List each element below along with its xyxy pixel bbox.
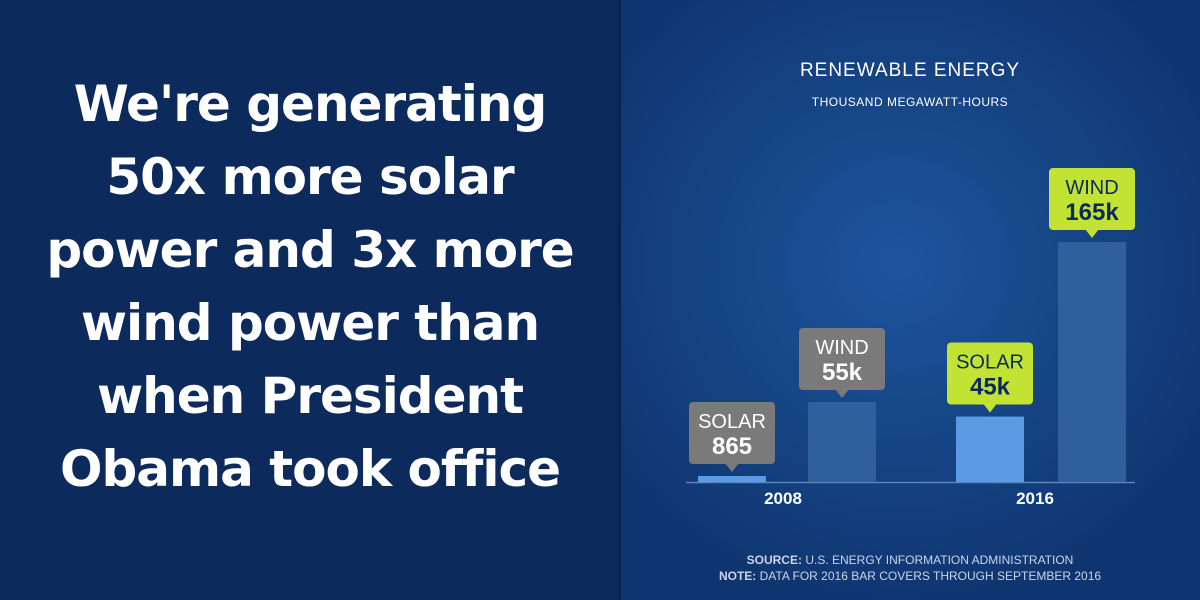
note-text: DATA FOR 2016 BAR COVERS THROUGH SEPTEMB…	[759, 569, 1102, 583]
callout-pointer-solar-2008	[725, 463, 739, 472]
callout-value-label: 865	[712, 433, 752, 460]
callout-value-label: 165k	[1065, 199, 1119, 226]
source-note: SOURCE: U.S. ENERGY INFORMATION ADMINIST…	[620, 552, 1200, 584]
callout-wind-2016	[1049, 168, 1135, 230]
chart-title: RENEWABLE ENERGY	[799, 60, 1021, 81]
callout-solar-2016	[947, 342, 1033, 405]
bar-solar-2008	[698, 476, 766, 482]
callout-wind-2008	[799, 328, 885, 390]
callout-series-label: SOLAR	[698, 411, 766, 433]
x-tick-label: 2016	[1016, 489, 1054, 508]
chart-subtitle: THOUSAND MEGAWATT-HOURS	[811, 95, 1009, 109]
bar-wind-2008	[808, 402, 876, 482]
note-line: NOTE: DATA FOR 2016 BAR COVERS THROUGH S…	[620, 568, 1200, 584]
x-tick-label: 2008	[764, 489, 802, 508]
bar-wind-2016	[1058, 242, 1126, 482]
callout-pointer-wind-2016	[1085, 229, 1099, 238]
callout-series-label: WIND	[1065, 177, 1118, 199]
bar-solar-2016	[956, 416, 1024, 482]
callout-value-label: 55k	[822, 359, 863, 386]
headline: We're generating 50x more solar power an…	[46, 75, 574, 498]
source-text: U.S. ENERGY INFORMATION ADMINISTRATION	[805, 553, 1074, 567]
callout-value-label: 45k	[970, 374, 1011, 401]
panel-divider	[618, 0, 621, 600]
source-label: SOURCE:	[746, 553, 802, 567]
source-line: SOURCE: U.S. ENERGY INFORMATION ADMINIST…	[620, 552, 1200, 568]
note-label: NOTE:	[718, 569, 757, 583]
callout-series-label: SOLAR	[956, 352, 1024, 374]
headline-panel: We're generating 50x more solar power an…	[0, 0, 620, 600]
callout-series-label: WIND	[815, 337, 868, 359]
callout-pointer-wind-2008	[835, 389, 849, 398]
callout-solar-2008	[689, 402, 775, 464]
callout-pointer-solar-2016	[983, 403, 997, 413]
